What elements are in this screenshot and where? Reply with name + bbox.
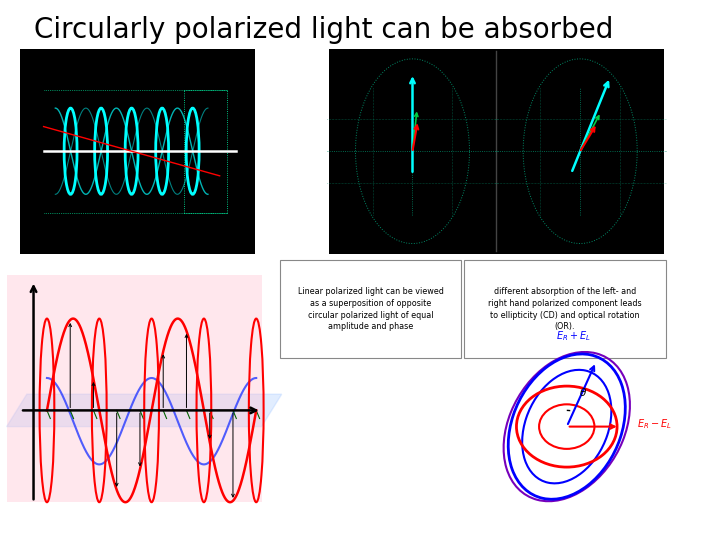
Text: $\theta$: $\theta$ xyxy=(580,386,588,397)
Text: Linear polarized light can be viewed
as a superposition of opposite
circular pol: Linear polarized light can be viewed as … xyxy=(297,287,444,332)
Text: Circularly polarized light can be absorbed: Circularly polarized light can be absorb… xyxy=(34,16,613,44)
Bar xyxy=(328,49,664,254)
Polygon shape xyxy=(6,275,261,502)
Text: $E_R+E_L$: $E_R+E_L$ xyxy=(556,329,591,343)
FancyBboxPatch shape xyxy=(279,260,462,358)
FancyBboxPatch shape xyxy=(464,260,666,358)
Polygon shape xyxy=(6,394,282,427)
Text: $E_R-E_L$: $E_R-E_L$ xyxy=(637,417,672,431)
Bar xyxy=(20,49,255,254)
Text: different absorption of the left- and
right hand polarized component leads
to el: different absorption of the left- and ri… xyxy=(488,287,642,332)
